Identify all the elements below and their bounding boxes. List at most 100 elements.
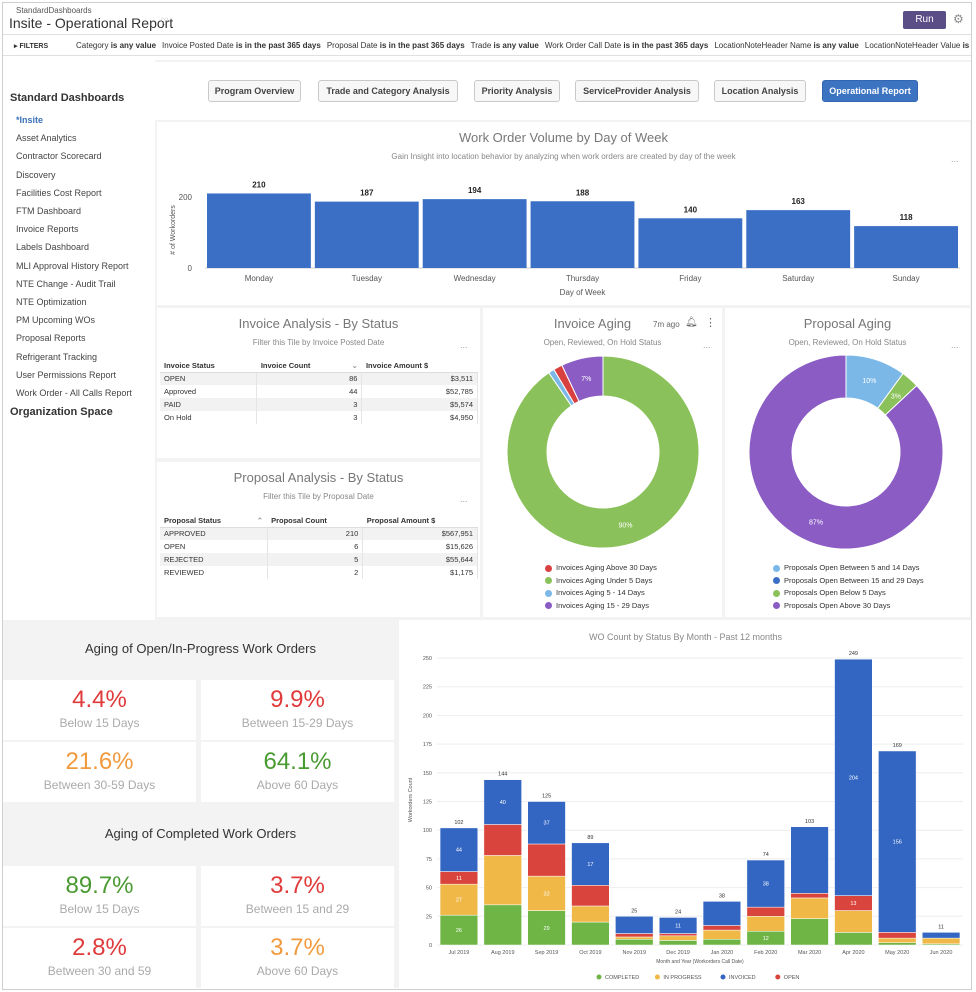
legend-swatch	[545, 577, 552, 585]
legend-label: Proposals Open Above 30 Days	[784, 600, 891, 610]
column-header[interactable]: Invoice Amount $	[361, 359, 478, 373]
legend-item[interactable]: Proposals Open Between 5 and 14 Days	[773, 563, 924, 576]
sidebar-item[interactable]: User Permissions Report	[16, 369, 117, 380]
filter-item[interactable]: LocationNoteHeader Name is any value	[714, 41, 859, 50]
table-cell: $5,574	[361, 398, 478, 411]
sidebar-item[interactable]: Proposal Reports	[16, 333, 86, 344]
sort-chevron-icon[interactable]: ⌃	[256, 515, 264, 525]
table-row[interactable]: PAID 3 $5,574	[160, 398, 478, 411]
column-header[interactable]: Proposal Amount $	[362, 514, 478, 528]
tab-operational-report[interactable]: Operational Report	[822, 80, 918, 102]
segment-label: 11	[456, 876, 462, 882]
bar	[422, 199, 527, 268]
legend-swatch	[654, 974, 660, 980]
sidebar-item[interactable]: PM Upcoming WOs	[16, 315, 96, 326]
table-row[interactable]: REVIEWED 2 $1,175	[160, 566, 478, 579]
tab-serviceprovider-analysis[interactable]: ServiceProvider Analysis	[575, 80, 699, 102]
proposal-aging-menu[interactable]: ...	[951, 340, 959, 350]
filter-item[interactable]: LocationNoteHeader Value is a...	[865, 41, 971, 50]
x-tick-label: Sunday	[893, 274, 920, 283]
sidebar-item[interactable]: Labels Dashboard	[16, 242, 90, 253]
filter-field: Work Order Call Date	[544, 41, 624, 50]
sidebar-item[interactable]: NTE Change - Audit Trail	[16, 278, 116, 289]
wo-volume-tile: Work Order Volume by Day of Week Gain In…	[157, 122, 970, 305]
table-row[interactable]: REJECTED 5 $55,644	[160, 553, 478, 566]
slice-label: 3%	[891, 393, 901, 400]
sort-chevron-icon[interactable]: ⌄	[351, 360, 358, 370]
sidebar-item[interactable]: Invoice Reports	[16, 224, 79, 235]
stacked-bar-segment	[702, 925, 742, 931]
stacked-bar-segment	[615, 936, 654, 940]
filter-item[interactable]: Invoice Posted Date is in the past 365 d…	[162, 41, 321, 50]
legend-item[interactable]: Proposals Open Between 15 and 29 Days	[773, 576, 924, 589]
filter-bar[interactable]: ▸ FILTERS Category is any value Invoice P…	[3, 34, 971, 56]
column-header[interactable]: Invoice Status	[160, 359, 257, 373]
run-button[interactable]: Run	[903, 11, 946, 29]
aging-stat-value: 21.6%	[65, 748, 134, 775]
sidebar-item[interactable]: Asset Analytics	[16, 133, 77, 144]
aging-stat-label: Between 15-29 Days	[241, 716, 354, 730]
proposal-analysis-menu[interactable]: ...	[460, 494, 468, 504]
sidebar-item[interactable]: NTE Optimization	[16, 297, 87, 307]
invoice-aging-subtitle: Open, Reviewed, On Hold Status	[543, 338, 662, 347]
sidebar-item[interactable]: Work Order - All Calls Report	[16, 388, 132, 398]
sidebar-item[interactable]: Facilities Cost Report	[16, 187, 102, 198]
sidebar-heading[interactable]: Standard Dashboards	[10, 92, 125, 104]
column-header[interactable]: Proposal Count	[267, 514, 363, 528]
tab-priority-analysis[interactable]: Priority Analysis	[474, 80, 560, 102]
stacked-bar-segment	[615, 939, 654, 946]
filters-toggle[interactable]: ▸ FILTERS	[14, 43, 49, 50]
invoice-aging-menu[interactable]: ...	[703, 340, 711, 350]
bell-icon[interactable]: 🔔︎	[685, 317, 698, 328]
filter-item[interactable]: Proposal Date is in the past 365 days	[327, 41, 465, 50]
legend-item[interactable]: Proposals Open Above 30 Days	[773, 601, 924, 614]
sidebar-item[interactable]: FTM Dashboard	[16, 206, 82, 216]
stacked-bar-segment	[483, 855, 522, 906]
invoice-analysis-menu[interactable]: ...	[460, 340, 468, 350]
sidebar-item[interactable]: Refrigerant Tracking	[16, 351, 98, 362]
invoice-aging-title: Invoice Aging	[553, 316, 632, 331]
filter-field: Invoice Posted Date	[162, 41, 236, 50]
table-row[interactable]: On Hold 3 $4,950	[160, 411, 478, 424]
filter-item[interactable]: Work Order Call Date is in the past 365 …	[545, 41, 708, 50]
aging-open-title: Aging of Open/In-Progress Work Orders	[3, 621, 398, 676]
slice-label: 87%	[809, 519, 823, 526]
legend-item[interactable]: Invoices Aging Under 5 Days	[545, 576, 657, 589]
legend-item[interactable]: Invoices Aging 15 - 29 Days	[545, 601, 657, 614]
column-header[interactable]: Invoice Count ⌄	[256, 359, 362, 373]
legend-item[interactable]: Invoices Aging 5 - 14 Days	[545, 588, 657, 601]
stacked-bar-segment	[834, 658, 873, 896]
filters-label: FILTERS	[19, 43, 49, 50]
bar-total-label: 89	[587, 835, 593, 841]
column-header[interactable]: Proposal Status ⌃	[160, 514, 268, 528]
more-vertical-icon[interactable]: ⋮	[705, 317, 716, 329]
sidebar-org-space[interactable]: Organization Space	[10, 406, 113, 418]
table-row[interactable]: Approved 44 $52,785	[160, 385, 478, 398]
gear-icon[interactable]: ⚙	[953, 12, 964, 26]
filter-item[interactable]: Trade is any value	[471, 41, 539, 50]
filter-item[interactable]: Category is any value	[76, 41, 156, 50]
tab-program-overview[interactable]: Program Overview	[208, 80, 301, 102]
table-row[interactable]: APPROVED 210 $567,951	[160, 527, 478, 540]
legend-item[interactable]: Invoices Aging Above 30 Days	[545, 563, 657, 576]
legend-item[interactable]: Proposals Open Below 5 Days	[773, 588, 924, 601]
slice-label: 10%	[862, 378, 876, 385]
tab-trade-and-category-analysis[interactable]: Trade and Category Analysis	[318, 80, 458, 102]
sidebar-item[interactable]: MLI Approval History Report	[16, 260, 129, 271]
filter-value: is in the past 365 days	[379, 41, 465, 50]
stacked-bar-segment	[615, 916, 654, 934]
sidebar-item[interactable]: *Insite	[16, 115, 44, 125]
breadcrumb[interactable]: StandardDashboards	[16, 6, 92, 15]
favorite-heart-icon[interactable]: ♡	[160, 17, 169, 28]
filter-field: LocationNoteHeader Value	[864, 41, 963, 50]
wo-volume-menu[interactable]: ...	[951, 154, 959, 164]
table-row[interactable]: OPEN 6 $15,626	[160, 540, 478, 553]
legend-swatch	[773, 577, 780, 585]
wo-volume-title: Work Order Volume by Day of Week	[458, 130, 669, 145]
sidebar-item[interactable]: Discovery	[16, 169, 56, 180]
sidebar-item[interactable]: Contractor Scorecard	[16, 151, 102, 162]
tab-location-analysis[interactable]: Location Analysis	[714, 80, 806, 102]
table-row[interactable]: OPEN 86 $3,511	[160, 372, 478, 385]
invoice-aging-donut: 90% 7%	[506, 355, 700, 549]
proposal-analysis-subtitle: Filter this Tile by Proposal Date	[263, 492, 374, 501]
